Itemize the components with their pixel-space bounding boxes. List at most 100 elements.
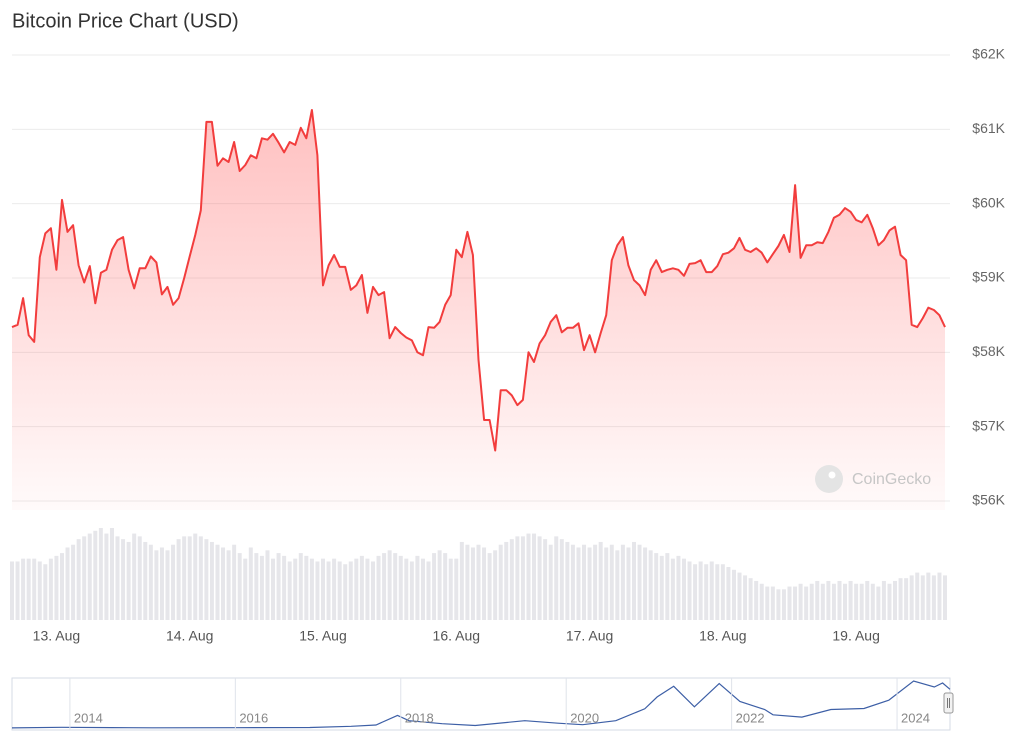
volume-bar [348, 561, 353, 620]
volume-bar [926, 572, 931, 620]
volume-bar [659, 555, 664, 620]
volume-bar [893, 580, 898, 620]
volume-bar [831, 583, 836, 620]
volume-bar [537, 536, 542, 620]
volume-bar [137, 536, 142, 620]
navigator-tick-label: 2024 [901, 710, 930, 725]
volume-bar [604, 547, 609, 620]
volume-bar [332, 558, 337, 620]
volume-bar [420, 558, 425, 620]
volume-bar [221, 547, 226, 620]
volume-bar [637, 544, 642, 620]
volume-bar [154, 550, 159, 620]
volume-bar [526, 533, 531, 620]
volume-bar [620, 544, 625, 620]
volume-bar [321, 558, 325, 620]
volume-bar [43, 564, 48, 620]
volume-bar [482, 547, 487, 620]
volume-bar [754, 580, 759, 620]
volume-bar [826, 580, 831, 620]
volume-bar [176, 539, 181, 620]
volume-bar [287, 561, 292, 620]
volume-bar [731, 569, 736, 620]
watermark: CoinGecko [815, 465, 931, 493]
volume-bar [82, 536, 87, 620]
volume-bar [132, 533, 137, 620]
volume-bar [109, 528, 114, 620]
volume-bar [943, 575, 947, 620]
volume-bar [820, 583, 825, 620]
volume-bar [876, 586, 881, 620]
volume-bar [337, 561, 342, 620]
volume-bar [448, 558, 453, 620]
volume-bar [676, 555, 681, 620]
watermark-logo [815, 465, 843, 493]
volume-bar [626, 547, 631, 620]
volume-bar [215, 544, 220, 620]
volume-bar [415, 555, 420, 620]
volume-bar [931, 575, 936, 620]
volume-bar [887, 583, 892, 620]
volume-bar [759, 583, 764, 620]
volume-bar [443, 553, 448, 620]
volume-bar [87, 533, 92, 620]
volume-bar [587, 547, 592, 620]
volume-bar [520, 536, 525, 620]
volume-bar [648, 550, 653, 620]
volume-bar [609, 544, 614, 620]
volume-bar [304, 555, 309, 620]
volume-bar [543, 539, 548, 620]
volume-bar [365, 558, 370, 620]
volume-bar [426, 561, 431, 620]
price-line [11, 109, 946, 452]
volume-bar [293, 558, 298, 620]
volume-bar [576, 547, 581, 620]
volume-bar [781, 589, 786, 620]
navigator-handle[interactable] [943, 692, 954, 714]
volume-bar [382, 553, 387, 620]
volume-bar [515, 536, 520, 620]
volume-bar [937, 572, 942, 620]
volume-bar [243, 558, 248, 620]
volume-bar [226, 550, 231, 620]
volume-bar [143, 541, 148, 620]
volume-bar [565, 541, 570, 620]
volume-bar [698, 561, 703, 620]
volume-bar [165, 550, 170, 620]
volume-bar [15, 561, 20, 620]
volume-bar [21, 558, 26, 620]
volume-bar [159, 547, 164, 620]
volume-bar [843, 583, 848, 620]
volume-bar [376, 555, 381, 620]
volume-bar [737, 572, 742, 620]
volume-bar [454, 558, 459, 620]
navigator-tick-label: 2016 [239, 710, 268, 725]
volume-bar [93, 530, 98, 620]
volume-bar [387, 550, 392, 620]
volume-bar [704, 564, 709, 620]
volume-bar [265, 550, 270, 620]
volume-bar [509, 539, 514, 620]
volume-bar [632, 541, 636, 620]
watermark-logo-eye [828, 471, 836, 479]
volume-bar [148, 544, 153, 620]
volume-bar [259, 555, 264, 620]
x-tick-label: 13. Aug [33, 628, 81, 644]
volume-bar [282, 555, 287, 620]
volume-bar [32, 558, 37, 620]
volume-bar [865, 580, 870, 620]
volume-bar [476, 544, 481, 620]
x-tick-label: 17. Aug [566, 628, 614, 644]
navigator-tick-label: 2020 [570, 710, 599, 725]
volume-bar [298, 553, 303, 620]
volume-bar [121, 539, 126, 620]
volume-bar [354, 558, 359, 620]
area-fill [12, 110, 945, 510]
chart-title: Bitcoin Price Chart (USD) [12, 10, 239, 32]
volume-bar [881, 580, 886, 620]
volume-bar [470, 547, 475, 620]
navigator-handle-box[interactable] [943, 692, 954, 714]
volume-bar [432, 553, 437, 620]
volume-bar [615, 550, 620, 620]
